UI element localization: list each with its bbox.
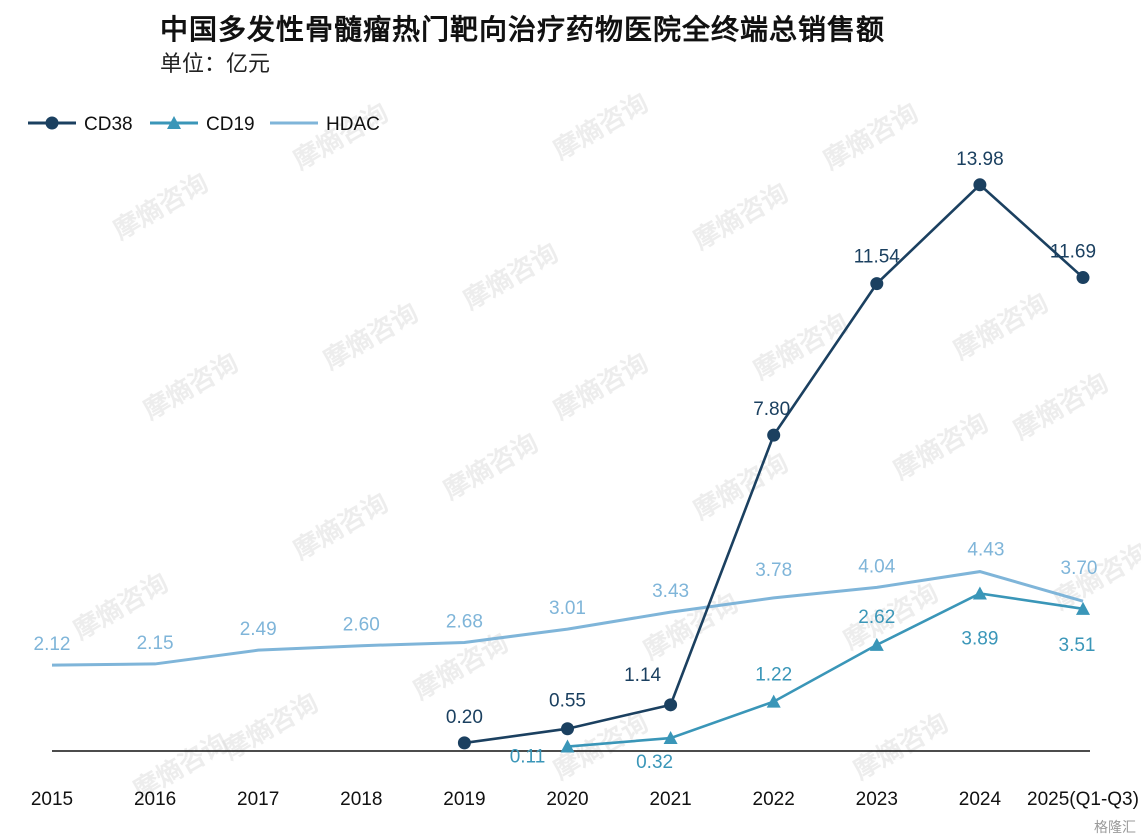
legend-item: HDAC	[270, 114, 380, 135]
legend-item: CD38	[28, 114, 133, 135]
x-tick-label: 2015	[31, 789, 73, 810]
data-label: 4.43	[967, 540, 1004, 561]
data-point	[663, 731, 678, 745]
x-tick-label: 2021	[649, 789, 691, 810]
watermark-text: 摩熵咨询	[848, 707, 953, 785]
series-hdac	[51, 570, 1084, 667]
series-line	[51, 570, 1084, 667]
series-cd19	[560, 586, 1090, 753]
data-point	[1076, 271, 1090, 285]
watermark-text: 摩熵咨询	[948, 287, 1053, 365]
chart-subtitle: 单位：亿元	[160, 52, 271, 77]
data-label: 3.78	[755, 560, 792, 581]
data-label: 3.43	[652, 581, 689, 602]
data-label: 1.14	[624, 665, 661, 686]
data-point	[457, 736, 471, 750]
legend-marker	[45, 116, 59, 130]
data-label: 3.51	[1059, 635, 1096, 656]
watermark-text: 摩熵咨询	[218, 687, 323, 765]
x-axis-ticks: 2015 2016 2017 2018 2019 2020 2021 2022 2023 2024…	[31, 789, 1139, 810]
watermark-text: 摩熵咨询	[748, 307, 853, 385]
series-line	[567, 592, 1084, 748]
watermark-text: 摩熵咨询	[548, 707, 653, 785]
data-point	[767, 428, 781, 442]
legend-item: CD19	[150, 114, 255, 135]
data-label: 2.15	[137, 633, 174, 654]
watermark-text: 摩熵咨询	[438, 427, 543, 505]
data-point	[870, 277, 884, 291]
x-tick-label: 2019	[443, 789, 485, 810]
x-tick-label: 2018	[340, 789, 382, 810]
legend-marker	[167, 116, 181, 129]
x-tick-label: 2020	[546, 789, 588, 810]
data-label: 13.98	[956, 149, 1004, 170]
data-label: 7.80	[753, 399, 790, 420]
data-label: 2.62	[858, 607, 895, 628]
x-tick-label: 2017	[237, 789, 279, 810]
watermark-text: 摩熵咨询	[108, 167, 213, 245]
data-point	[561, 722, 574, 736]
data-point	[973, 178, 987, 192]
watermark-text: 摩熵咨询	[548, 347, 653, 425]
data-label: 3.70	[1061, 558, 1098, 579]
data-label: 1.22	[755, 665, 792, 686]
watermark-text: 摩熵咨询	[548, 87, 653, 165]
watermark-text: 摩熵咨询	[688, 447, 793, 525]
legend-label: CD19	[206, 114, 255, 135]
data-point	[664, 698, 678, 712]
legend-label: HDAC	[326, 114, 380, 135]
watermark-text: 摩熵咨询	[688, 177, 793, 255]
data-label: 0.20	[446, 707, 483, 728]
data-point	[560, 739, 575, 753]
x-tick-label: 2022	[753, 789, 795, 810]
watermark-text: 摩熵咨询	[458, 237, 563, 315]
data-label: 2.49	[240, 619, 277, 640]
data-label: 3.01	[549, 598, 586, 619]
watermark-text: 摩熵咨询	[1008, 367, 1113, 445]
data-label: 2.68	[446, 611, 483, 632]
data-label: 4.04	[858, 556, 895, 577]
x-tick-label: 2016	[134, 789, 176, 810]
data-point	[1076, 601, 1090, 615]
watermark-text: 摩熵咨询	[288, 97, 393, 175]
watermark-text: 摩熵咨询	[318, 297, 423, 375]
data-point	[972, 586, 987, 600]
x-tick-label: 2023	[856, 789, 898, 810]
watermark-text: 摩熵咨询	[818, 97, 923, 175]
data-label: 3.89	[961, 628, 998, 649]
data-label: 0.55	[549, 691, 586, 712]
data-label: 2.60	[343, 615, 380, 636]
source-watermark: 格隆汇	[1094, 819, 1136, 835]
x-tick-label: 2025(Q1-Q3)	[1027, 789, 1139, 810]
data-label: 0.11	[510, 747, 546, 768]
data-point	[869, 637, 884, 651]
watermark-text: 摩熵咨询	[288, 487, 393, 565]
data-label: 11.69	[1050, 242, 1096, 263]
data-labels-layer: 2.12 2.15 2.49 2.60 2.68 3.01 3.43 3.78 4.04 4.43…	[34, 149, 1098, 773]
data-label: 11.54	[854, 247, 901, 268]
chart-title: 中国多发性骨髓瘤热门靶向治疗药物医院全终端总销售额	[160, 13, 886, 46]
watermark-layer: 摩熵咨询摩熵咨询摩熵咨询摩熵咨询摩熵咨询摩熵咨询摩熵咨询摩熵咨询摩熵咨询摩熵咨询…	[68, 87, 1141, 805]
legend-label: CD38	[84, 114, 133, 135]
data-point	[766, 694, 781, 708]
x-tick-label: 2024	[959, 789, 1002, 810]
legend: CD38 CD19 HDAC	[28, 114, 380, 135]
series-cd38	[457, 178, 1090, 750]
watermark-text: 摩熵咨询	[138, 347, 243, 425]
data-label: 0.32	[636, 752, 673, 773]
series-layer	[51, 178, 1090, 753]
data-label: 2.12	[34, 634, 71, 655]
watermark-text: 摩熵咨询	[888, 407, 993, 485]
